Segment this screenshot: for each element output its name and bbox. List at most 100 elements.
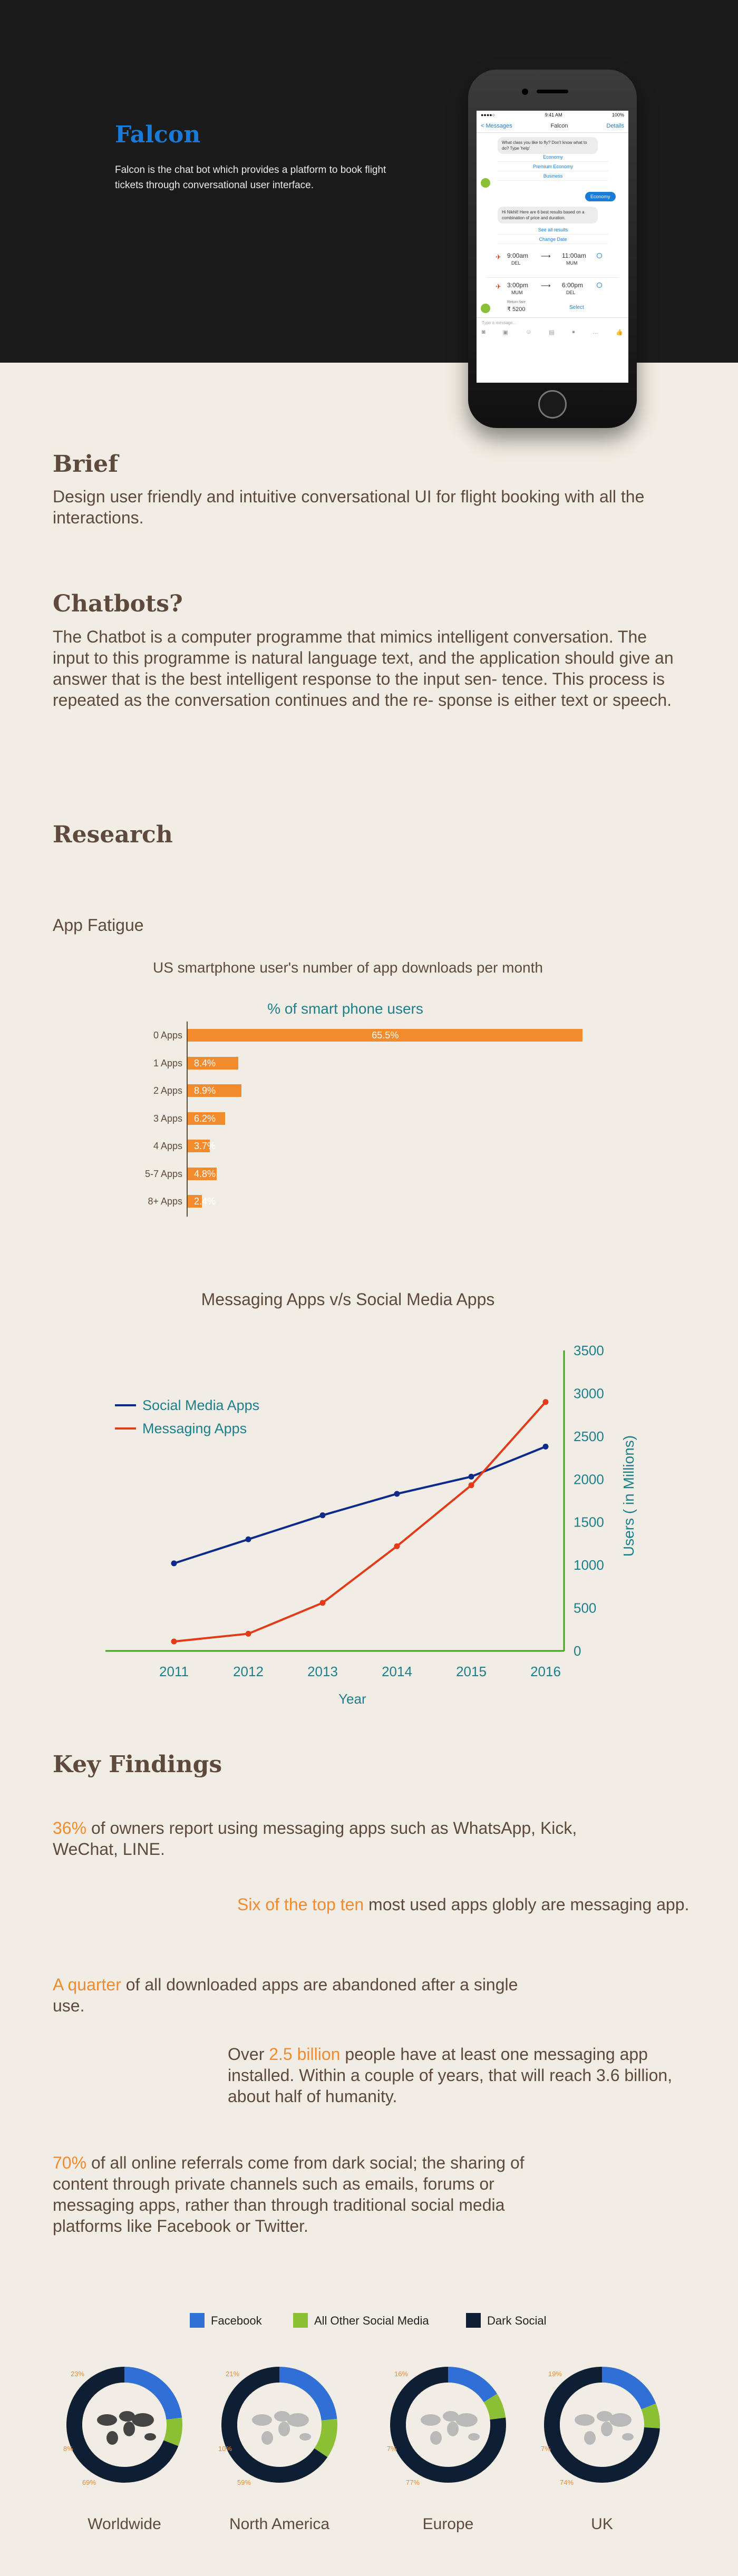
mic-icon[interactable]: ●: [571, 329, 576, 335]
donut-segment: [390, 2367, 506, 2483]
bar: [188, 1195, 202, 1208]
donut-percent-label: 7%: [387, 2445, 397, 2453]
bot-avatar: [481, 304, 490, 313]
bar: [188, 1056, 238, 1070]
y-axis-label: Users ( in Millions): [620, 1435, 637, 1557]
arrival-time: 6:00pm: [562, 281, 584, 289]
arrival-time: 11:00am: [562, 252, 586, 259]
finding-messaging-owners: 36% of owners report using messaging app…: [53, 1817, 590, 1860]
arrow-right-icon: ⟶: [541, 252, 551, 260]
app-title: Falcon: [115, 121, 201, 148]
finding-highlight: 70%: [53, 2153, 87, 2172]
bar: [188, 1140, 210, 1152]
donut-percent-label: 10%: [218, 2445, 232, 2453]
bar-category-label: 3 Apps: [153, 1113, 182, 1124]
bar-category-label: 0 Apps: [153, 1030, 182, 1041]
change-date-link[interactable]: Change Date: [498, 235, 608, 244]
x-tick-label: 2012: [233, 1664, 264, 1679]
bar-value-label: 6.2%: [194, 1113, 216, 1124]
donut-segment: [221, 2367, 337, 2483]
donut-label-north-america: North America: [229, 2515, 330, 2533]
speaker-grille: [537, 90, 568, 93]
finding-text: people have at least one messaging app i…: [228, 2045, 673, 2106]
info-icon[interactable]: [597, 283, 602, 288]
data-point: [319, 1600, 326, 1606]
flight-card-return[interactable]: ✈ 3:00pm MUM ⟶ 6:00pm DEL: [496, 280, 602, 307]
camera-icon[interactable]: ◙: [482, 329, 485, 335]
line-chart: 2011 2012 2013 2014 2015 2016 0 500 1000 1500 2000…: [105, 1343, 637, 1707]
line-chart-title: Messaging Apps v/s Social Media Apps: [201, 1290, 495, 1309]
data-point: [468, 1482, 474, 1489]
bar-chart-subtitle: % of smart phone users: [267, 1000, 423, 1017]
x-tick-label: 2013: [307, 1664, 338, 1679]
data-point: [171, 1638, 177, 1645]
x-axis-label: Year: [338, 1691, 366, 1707]
world-map-icon: [97, 2411, 156, 2445]
y-tick-label: 3500: [574, 1343, 604, 1358]
back-link[interactable]: < Messages: [481, 122, 512, 129]
finding-top-ten: Six of the top ten most used apps globly…: [237, 1894, 691, 1915]
y-tick-label: 3000: [574, 1385, 604, 1401]
donut-percent-label: 59%: [237, 2478, 251, 2486]
donut-charts: 23% 8% 69% 21% 10% 59% 16% 7% 77% 19% 7% 74%: [63, 2367, 660, 2486]
finding-text: most used apps globly are messaging app.: [364, 1895, 690, 1914]
finding-text: of owners report using messaging apps su…: [53, 1819, 577, 1859]
app-description: Falcon is the chat bot which provides a …: [115, 164, 386, 191]
class-option-premium[interactable]: Premium Economy: [498, 162, 608, 171]
legend-label-facebook: Facebook: [211, 2314, 262, 2327]
bar-category-label: 2 Apps: [153, 1085, 182, 1096]
donut-segment: [66, 2367, 182, 2483]
data-point: [542, 1399, 549, 1405]
donut-percent-label: 21%: [226, 2370, 239, 2378]
x-tick-label: 2014: [382, 1664, 412, 1679]
bar-value-label: 8.9%: [194, 1085, 216, 1096]
bar-value-label: 65.5%: [372, 1030, 399, 1041]
bot-message: What class you like to fly? Don't know w…: [498, 137, 598, 154]
research-heading: Research: [53, 821, 173, 848]
class-option-economy[interactable]: Economy: [498, 153, 608, 162]
phone-mockup: ●●●●○ 9:41 AM 100% < Messages Falcon Det…: [468, 70, 637, 428]
finding-dark-social: 70% of all online referrals come from da…: [53, 2152, 559, 2237]
y-tick-label: 0: [574, 1643, 581, 1659]
data-point: [542, 1443, 549, 1450]
finding-highlight: 36%: [53, 1819, 87, 1838]
status-time: 9:41 AM: [545, 112, 562, 118]
class-option-business[interactable]: Business: [498, 172, 608, 181]
arrival-city: DEL: [566, 290, 576, 295]
donut-percent-label: 77%: [406, 2478, 420, 2486]
brief-heading: Brief: [53, 451, 119, 478]
key-findings-heading: Key Findings: [53, 1751, 222, 1778]
data-point: [171, 1560, 177, 1567]
arrival-city: MUM: [566, 260, 578, 266]
y-tick-label: 1000: [574, 1557, 604, 1573]
flight-card-outbound[interactable]: ✈ 9:00am DEL ⟶ 11:00am MUM: [496, 251, 602, 277]
airline-logo-icon: ✈: [496, 253, 501, 261]
bar-chart: 0 Apps 65.5% 1 Apps 8.4% 2 Apps 8.9% 3 Apps 6.2…: [105, 1022, 611, 1222]
message-input[interactable]: Type a message...: [482, 320, 517, 325]
series-line: [173, 1401, 547, 1643]
see-all-link[interactable]: See all results: [498, 226, 608, 235]
image-icon[interactable]: ▣: [502, 329, 509, 336]
donut-segment: [544, 2367, 660, 2483]
legend-label-other-social: All Other Social Media: [314, 2314, 429, 2327]
gif-icon[interactable]: ▤: [549, 329, 555, 336]
bar-category-label: 5-7 Apps: [144, 1168, 182, 1179]
select-flight-button[interactable]: Select: [569, 305, 584, 310]
finding-highlight: Six of the top ten: [237, 1895, 364, 1914]
status-bar: ●●●●○ 9:41 AM 100%: [477, 111, 628, 119]
legend-label-dark-social: Dark Social: [487, 2314, 547, 2327]
legend-swatch-other-social: [293, 2313, 308, 2328]
finding-text: of all online referrals come from dark s…: [53, 2153, 525, 2235]
donut-label-europe: Europe: [422, 2515, 474, 2533]
donut-percent-label: 7%: [541, 2445, 551, 2453]
y-tick-label: 2500: [574, 1428, 604, 1444]
sticker-icon[interactable]: ☺: [526, 329, 532, 335]
more-icon[interactable]: …: [593, 329, 599, 335]
like-icon[interactable]: 👍: [616, 329, 623, 336]
bar-value-label: 2.4%: [194, 1196, 216, 1207]
home-button: [538, 390, 567, 419]
info-icon[interactable]: [597, 253, 602, 258]
details-link[interactable]: Details: [606, 122, 624, 129]
donut-percent-label: 8%: [63, 2445, 73, 2453]
donut-segment: [221, 2367, 337, 2483]
